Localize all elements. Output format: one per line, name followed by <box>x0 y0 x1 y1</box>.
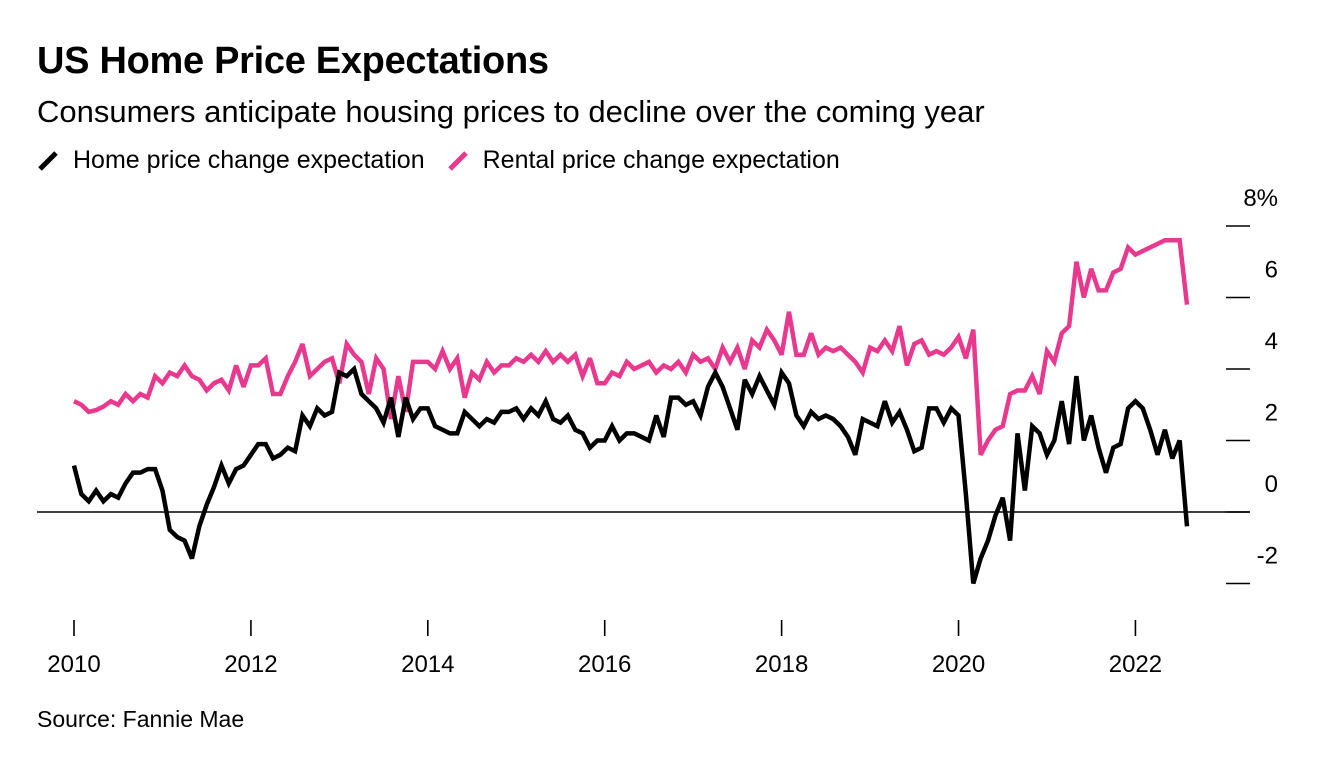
legend-swatch-rental-icon <box>447 150 468 171</box>
x-tick-label-2018: 2018 <box>755 651 808 678</box>
legend-label-home: Home price change expectation <box>73 146 425 174</box>
y-tick-label-8: 8% <box>1243 185 1278 212</box>
y-tick-label-0: 0 <box>1265 471 1278 498</box>
legend-item-home: Home price change expectation <box>37 146 425 175</box>
y-tick-label-6: 6 <box>1265 257 1278 284</box>
x-tick-label-2014: 2014 <box>401 651 454 678</box>
legend-item-rental: Rental price change expectation <box>447 146 840 175</box>
x-tick-label-2020: 2020 <box>932 651 985 678</box>
legend-label-rental: Rental price change expectation <box>482 146 840 174</box>
line-chart: 8% 6 4 2 0 -2 2010 2012 2014 2016 2018 2020 2022 <box>37 185 1278 678</box>
legend-swatch-home-icon <box>38 150 58 171</box>
y-tick-label-2: 2 <box>1265 400 1278 427</box>
chart-subtitle: Consumers anticipate housing prices to d… <box>37 94 985 129</box>
x-tick-label-2012: 2012 <box>224 651 277 678</box>
x-tick-label-2022: 2022 <box>1109 651 1162 678</box>
chart-legend: Home price change expectation Rental pri… <box>37 146 862 175</box>
x-tick-label-2010: 2010 <box>47 651 100 678</box>
series-line-rental <box>73 238 1190 456</box>
x-tick-label-2016: 2016 <box>578 651 631 678</box>
y-tick-label-4: 4 <box>1265 328 1278 355</box>
series-line-home <box>71 364 1190 585</box>
source-note: Source: Fannie Mae <box>37 706 245 732</box>
chart-title: US Home Price Expectations <box>37 40 549 82</box>
y-tick-label--2: -2 <box>1257 543 1278 570</box>
